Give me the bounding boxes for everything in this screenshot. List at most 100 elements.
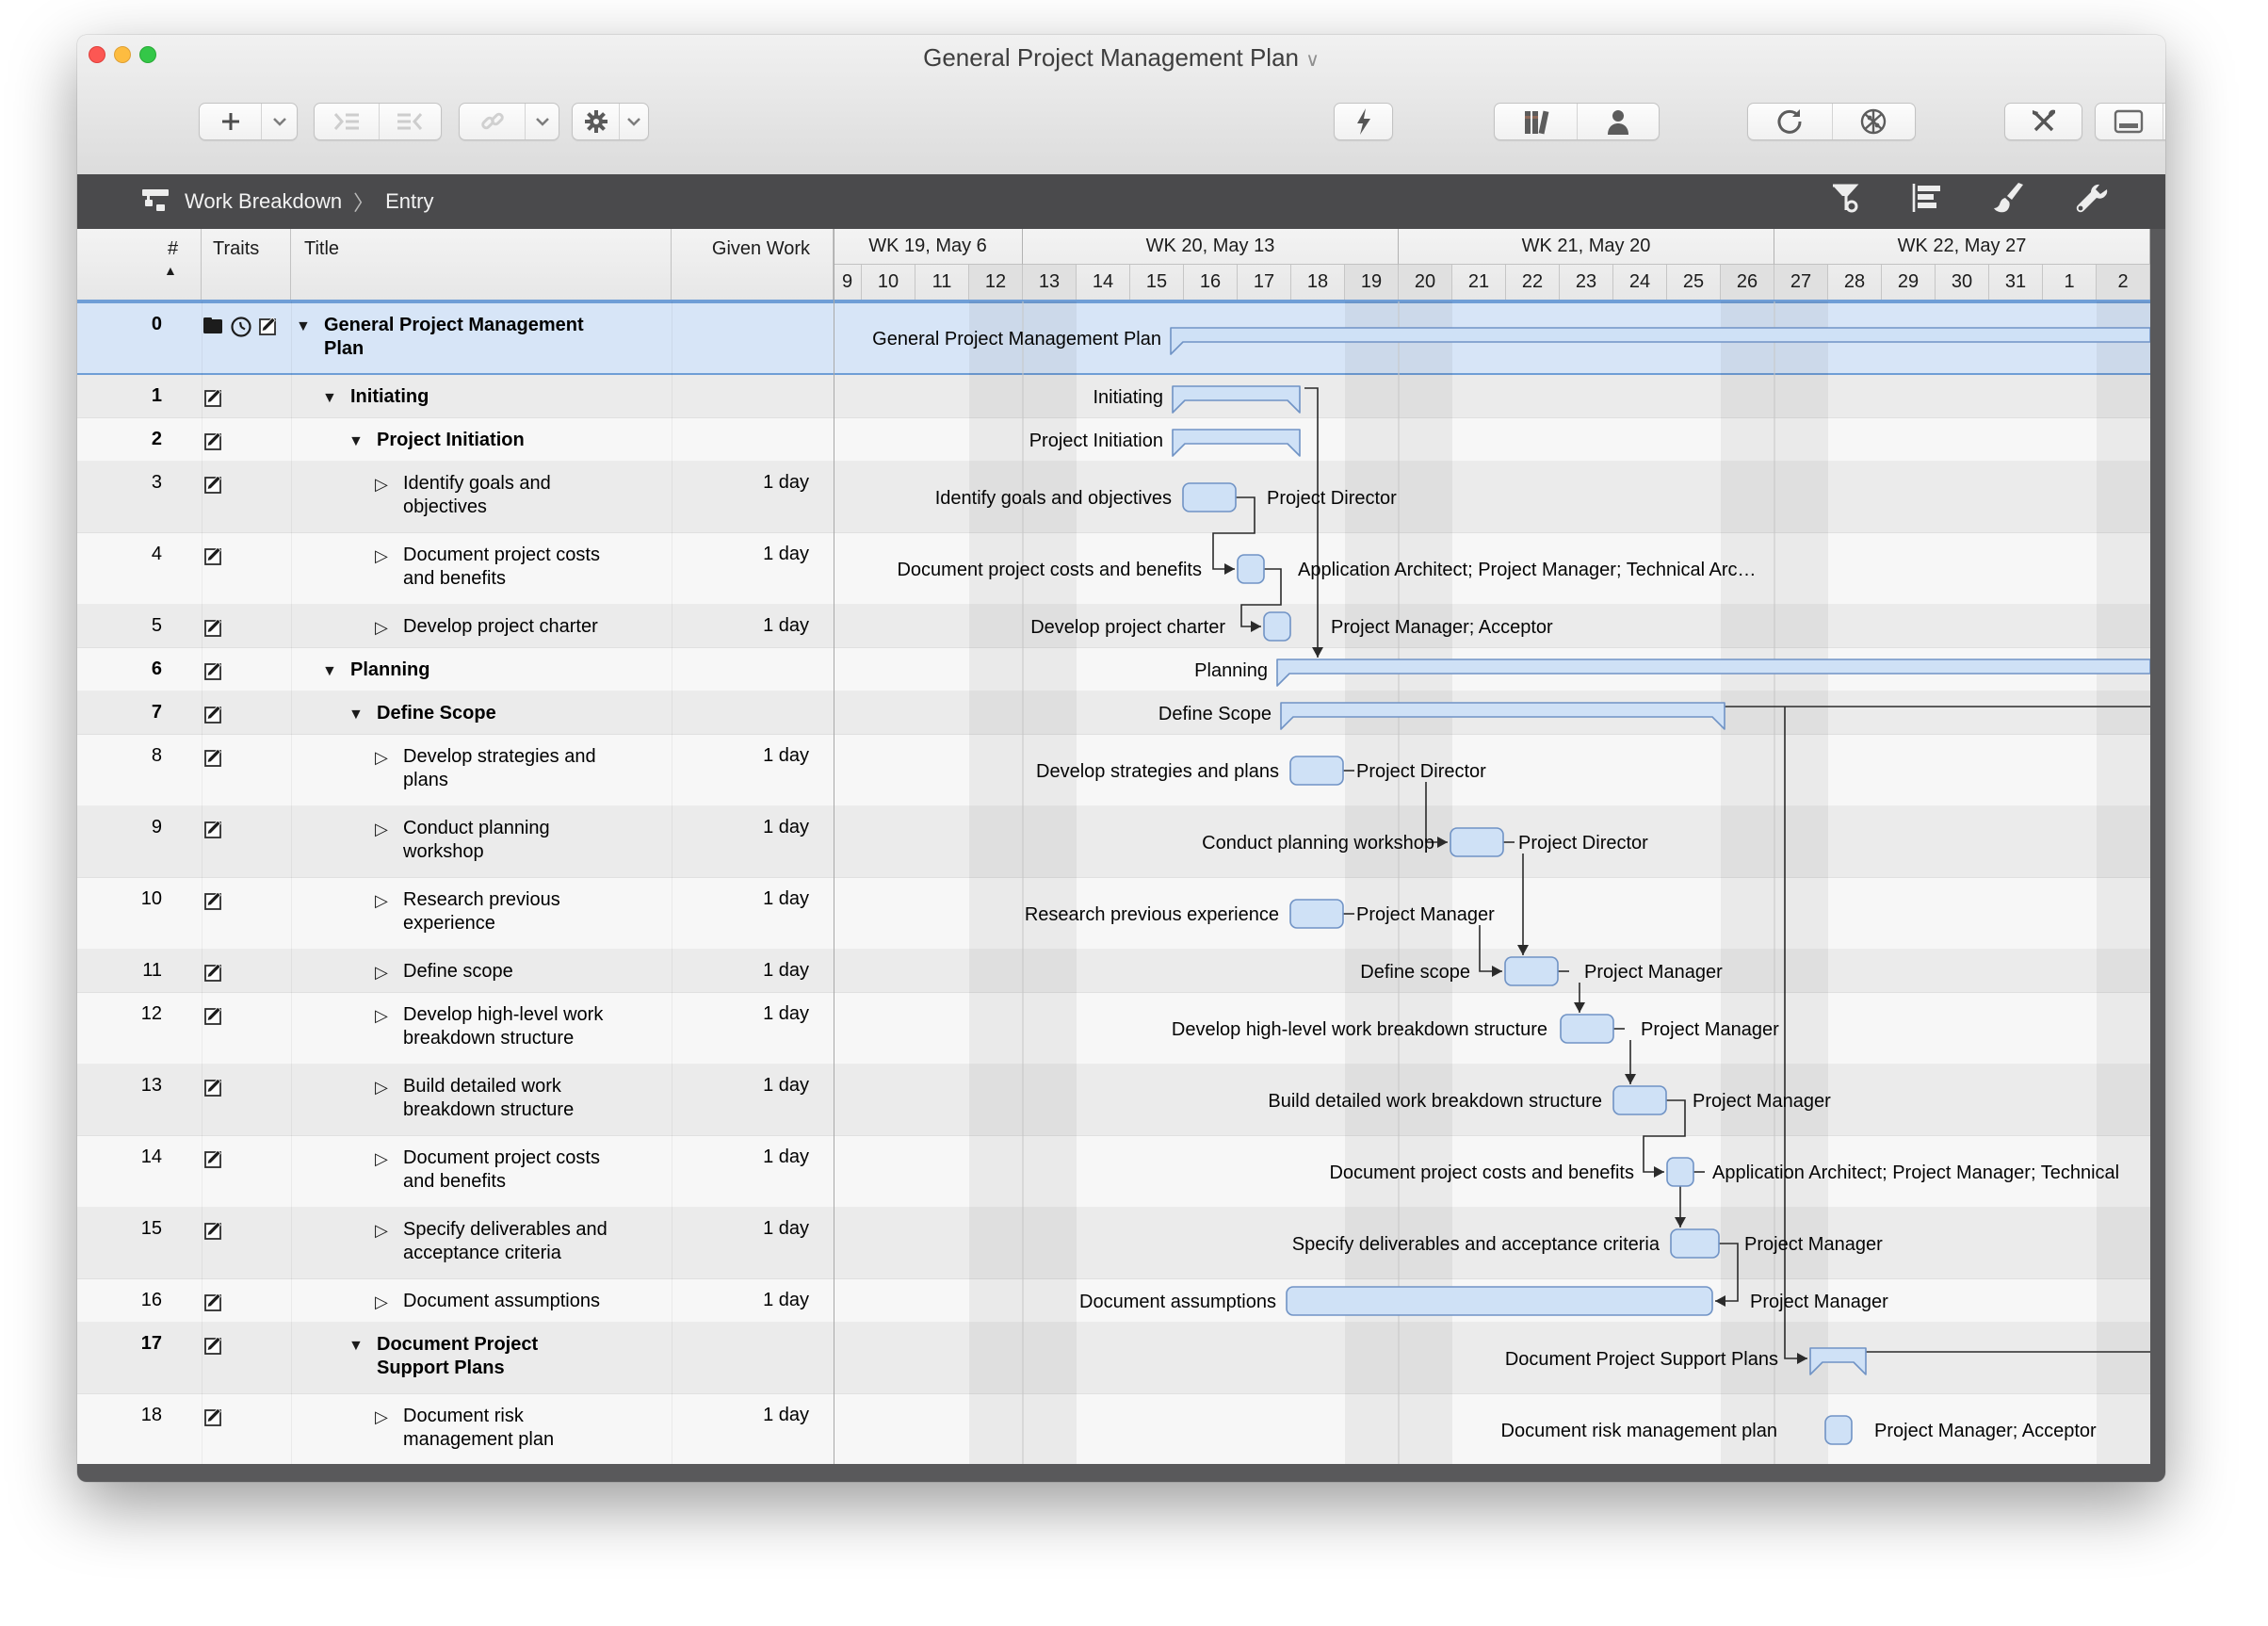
timeline-day[interactable]: 1 bbox=[2043, 265, 2097, 300]
task-title[interactable]: Develop project charter bbox=[403, 616, 598, 637]
leaf-triangle-icon[interactable]: ▷ bbox=[375, 618, 388, 637]
network-icon[interactable] bbox=[1831, 104, 1915, 139]
leaf-triangle-icon[interactable]: ▷ bbox=[375, 963, 388, 982]
timeline-day[interactable]: 28 bbox=[1828, 265, 1882, 300]
column-header-given-work[interactable]: Given Work bbox=[672, 229, 834, 300]
panel-right-icon[interactable] bbox=[2162, 104, 2166, 139]
timeline-day[interactable]: 24 bbox=[1613, 265, 1667, 300]
task-title[interactable]: General Project Management Plan bbox=[324, 315, 584, 359]
timeline-day[interactable]: 17 bbox=[1238, 265, 1291, 300]
brush-icon[interactable] bbox=[1992, 182, 2026, 222]
disclosure-triangle-icon[interactable]: ▼ bbox=[348, 433, 364, 449]
breadcrumb-section[interactable]: Work Breakdown bbox=[185, 189, 343, 213]
task-title[interactable]: Identify goals and objectives bbox=[403, 473, 551, 517]
person-icon[interactable] bbox=[1577, 104, 1659, 139]
timeline-day[interactable]: 18 bbox=[1291, 265, 1345, 300]
disclosure-triangle-icon[interactable]: ▼ bbox=[348, 707, 364, 723]
task-title[interactable]: Research previous experience bbox=[403, 889, 560, 934]
table-row[interactable]: 12 ▷ Develop high-level work breakdown str… bbox=[77, 993, 2150, 1065]
timeline-day[interactable]: 14 bbox=[1077, 265, 1130, 300]
table-row[interactable]: 5 ▷ Develop project charter 1 day bbox=[77, 605, 2150, 648]
group-bar[interactable] bbox=[1170, 327, 2150, 355]
leaf-triangle-icon[interactable]: ▷ bbox=[375, 891, 388, 910]
timeline-day[interactable]: 23 bbox=[1560, 265, 1613, 300]
close-window-button[interactable] bbox=[89, 46, 105, 63]
column-header-traits[interactable]: Traits bbox=[202, 229, 291, 300]
timeline-week[interactable]: WK 22, May 27 bbox=[1774, 229, 2150, 265]
table-row[interactable]: 10 ▷ Research previous experience 1 day bbox=[77, 878, 2150, 950]
timeline-day[interactable]: 19 bbox=[1345, 265, 1399, 300]
task-title[interactable]: Define Scope bbox=[377, 703, 496, 724]
timeline-day[interactable]: 31 bbox=[1989, 265, 2043, 300]
timeline-week[interactable]: WK 21, May 20 bbox=[1399, 229, 1774, 265]
timeline-day[interactable]: 13 bbox=[1023, 265, 1077, 300]
task-title[interactable]: Develop strategies and plans bbox=[403, 746, 596, 790]
leaf-triangle-icon[interactable]: ▷ bbox=[375, 546, 388, 565]
table-row[interactable]: 7 ▼ Define Scope bbox=[77, 691, 2150, 735]
add-icon[interactable] bbox=[200, 104, 261, 139]
task-bar[interactable] bbox=[1263, 611, 1291, 642]
leaf-triangle-icon[interactable]: ▷ bbox=[375, 1221, 388, 1240]
task-title[interactable]: Develop high-level work breakdown struct… bbox=[403, 1004, 604, 1049]
sync-icon[interactable] bbox=[1748, 104, 1832, 139]
table-row[interactable]: 14 ▷ Document project costs and benefits 1 … bbox=[77, 1136, 2150, 1208]
task-bar[interactable] bbox=[1237, 554, 1265, 584]
group-bar[interactable] bbox=[1172, 385, 1301, 414]
group-bar[interactable] bbox=[1172, 429, 1301, 457]
disclosure-triangle-icon[interactable]: ▼ bbox=[322, 390, 337, 406]
timeline-week[interactable]: WK 20, May 13 bbox=[1023, 229, 1399, 265]
table-row[interactable]: 4 ▷ Document project costs and benefits 1 d… bbox=[77, 533, 2150, 605]
link-icon[interactable] bbox=[460, 104, 525, 139]
timeline-day[interactable]: 25 bbox=[1667, 265, 1721, 300]
table-row[interactable]: 11 ▷ Define scope 1 day bbox=[77, 950, 2150, 993]
table-row[interactable]: 18 ▷ Document risk management plan 1 day bbox=[77, 1394, 2150, 1464]
group-bar[interactable] bbox=[1809, 1347, 1867, 1375]
wrench-icon[interactable] bbox=[2075, 182, 2111, 222]
task-bar[interactable] bbox=[1289, 756, 1344, 786]
task-bar[interactable] bbox=[1666, 1157, 1694, 1187]
leaf-triangle-icon[interactable]: ▷ bbox=[375, 1293, 388, 1311]
task-bar[interactable] bbox=[1286, 1286, 1713, 1316]
library-icon[interactable] bbox=[1495, 104, 1577, 139]
indent-icon[interactable] bbox=[315, 104, 379, 139]
inspect-tools-button[interactable] bbox=[2004, 103, 2082, 140]
leaf-triangle-icon[interactable]: ▷ bbox=[375, 748, 388, 767]
task-bar[interactable] bbox=[1289, 899, 1344, 929]
task-title[interactable]: Define scope bbox=[403, 961, 513, 982]
chevron-down-icon[interactable]: ∨ bbox=[1305, 50, 1320, 71]
minimize-window-button[interactable] bbox=[114, 46, 131, 63]
zoom-window-button[interactable] bbox=[139, 46, 156, 63]
column-header-number[interactable]: # ▲ bbox=[77, 229, 202, 300]
timeline-day[interactable]: 26 bbox=[1721, 265, 1774, 300]
task-title[interactable]: Specify deliverables and acceptance crit… bbox=[403, 1219, 608, 1263]
table-row[interactable]: 16 ▷ Document assumptions 1 day bbox=[77, 1279, 2150, 1323]
gear-menu-button[interactable] bbox=[572, 103, 649, 140]
chevron-down-icon[interactable] bbox=[261, 104, 297, 139]
task-title[interactable]: Build detailed work breakdown structure bbox=[403, 1076, 575, 1120]
gear-icon[interactable] bbox=[573, 104, 619, 139]
table-row[interactable]: 2 ▼ Project Initiation bbox=[77, 418, 2150, 462]
disclosure-triangle-icon[interactable]: ▼ bbox=[296, 318, 311, 334]
timeline-day[interactable]: 9 bbox=[834, 265, 862, 300]
panel-bottom-icon[interactable] bbox=[2096, 104, 2163, 139]
task-title[interactable]: Conduct planning workshop bbox=[403, 818, 550, 862]
table-row[interactable]: 15 ▷ Specify deliverables and acceptance c… bbox=[77, 1208, 2150, 1279]
timeline-day[interactable]: 20 bbox=[1399, 265, 1452, 300]
add-task-button[interactable] bbox=[199, 103, 298, 140]
task-title[interactable]: Document risk management plan bbox=[403, 1406, 555, 1450]
timeline-day[interactable]: 27 bbox=[1774, 265, 1828, 300]
leaf-triangle-icon[interactable]: ▷ bbox=[375, 475, 388, 494]
timeline-day[interactable]: 29 bbox=[1882, 265, 1936, 300]
task-bar[interactable] bbox=[1560, 1014, 1614, 1044]
task-bar[interactable] bbox=[1182, 482, 1237, 512]
table-row[interactable]: 9 ▷ Conduct planning workshop 1 day bbox=[77, 806, 2150, 878]
chevron-down-icon[interactable] bbox=[525, 104, 559, 139]
outline-icon[interactable] bbox=[1911, 182, 1943, 222]
timeline-day[interactable]: 15 bbox=[1130, 265, 1184, 300]
task-title[interactable]: Document project costs and benefits bbox=[403, 545, 600, 589]
timeline-day[interactable]: 16 bbox=[1184, 265, 1238, 300]
task-title[interactable]: Project Initiation bbox=[377, 430, 525, 450]
outdent-icon[interactable] bbox=[378, 104, 442, 139]
column-header-title[interactable]: Title bbox=[291, 229, 672, 300]
task-title[interactable]: Document project costs and benefits bbox=[403, 1147, 600, 1192]
